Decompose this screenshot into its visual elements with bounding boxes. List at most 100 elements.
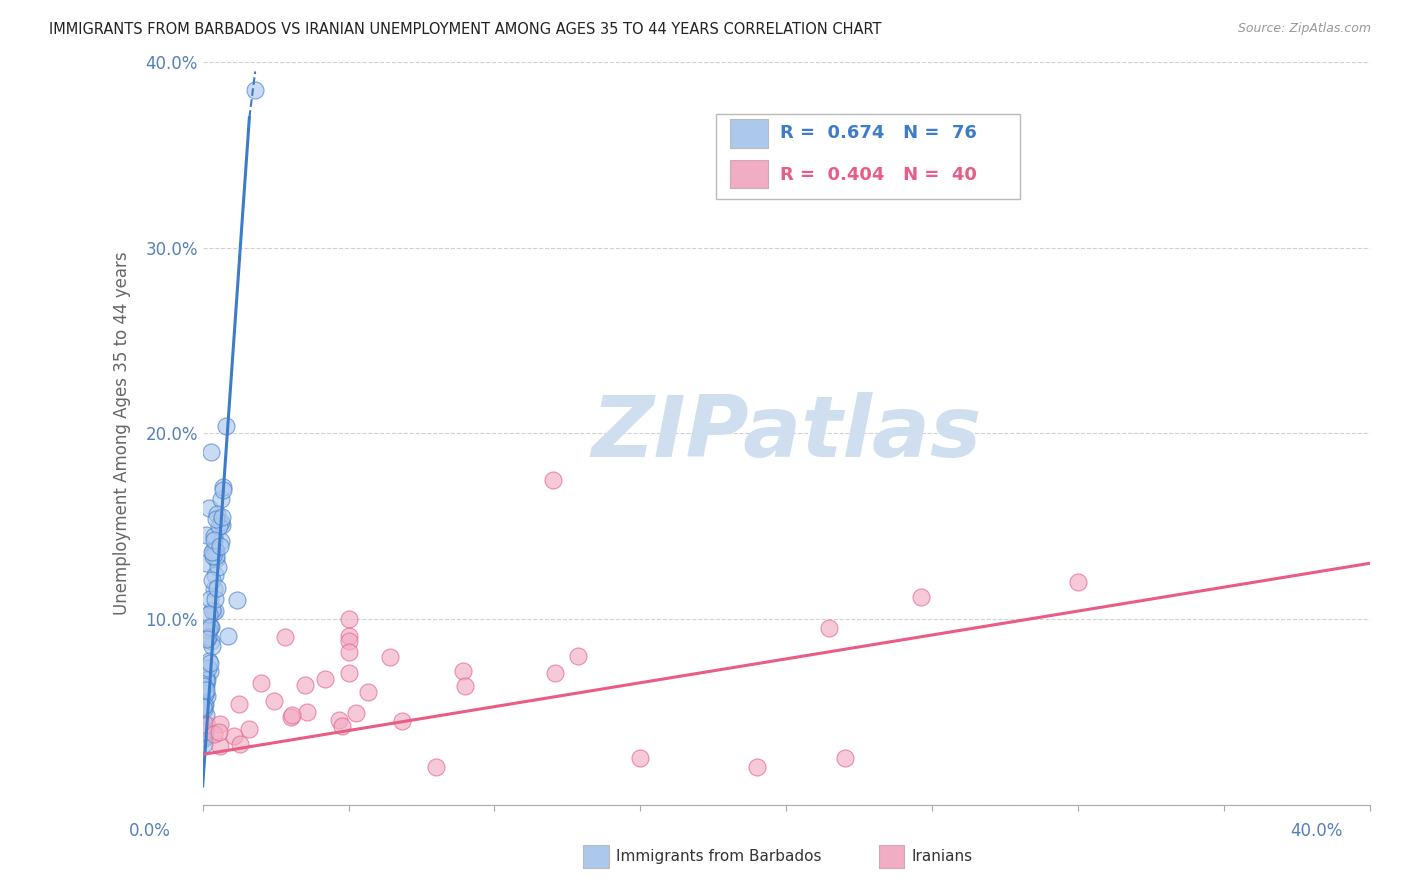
Point xyxy=(202,549,225,564)
Point xyxy=(193,731,215,745)
Point xyxy=(194,686,217,700)
Point xyxy=(211,510,233,524)
Point xyxy=(195,689,218,703)
Point xyxy=(378,650,401,665)
Point xyxy=(280,710,302,724)
Point xyxy=(328,713,350,727)
Point xyxy=(297,705,319,719)
Point xyxy=(209,533,232,548)
Point xyxy=(198,654,221,668)
Point xyxy=(194,697,217,711)
Text: 40.0%: 40.0% xyxy=(1291,822,1343,840)
Text: IMMIGRANTS FROM BARBADOS VS IRANIAN UNEMPLOYMENT AMONG AGES 35 TO 44 YEARS CORRE: IMMIGRANTS FROM BARBADOS VS IRANIAN UNEM… xyxy=(49,22,882,37)
Point xyxy=(314,672,336,686)
Point xyxy=(194,682,217,697)
Point xyxy=(225,593,247,607)
Point xyxy=(205,582,228,596)
Point xyxy=(250,676,273,690)
Point xyxy=(205,507,228,521)
Point xyxy=(454,679,477,693)
Point xyxy=(204,591,226,606)
Point xyxy=(204,549,226,563)
Point xyxy=(194,673,217,688)
Point xyxy=(209,516,232,530)
Text: 0.0%: 0.0% xyxy=(129,822,172,840)
Point xyxy=(201,544,224,558)
Point xyxy=(202,529,225,543)
Point xyxy=(211,518,233,533)
Point xyxy=(193,724,215,739)
Text: Source: ZipAtlas.com: Source: ZipAtlas.com xyxy=(1237,22,1371,36)
Point xyxy=(204,543,226,558)
Point xyxy=(209,492,232,507)
Point xyxy=(294,678,316,692)
Point xyxy=(337,644,360,658)
Point xyxy=(228,698,250,712)
Point xyxy=(193,721,215,735)
Point xyxy=(208,725,231,739)
Point xyxy=(337,666,360,681)
Point xyxy=(425,760,447,774)
Point xyxy=(198,665,221,679)
Point xyxy=(281,708,304,723)
Point xyxy=(198,592,221,607)
Point xyxy=(200,445,222,459)
Point xyxy=(197,500,219,515)
Point xyxy=(453,664,475,678)
Point xyxy=(193,731,215,746)
Point xyxy=(200,620,222,634)
Point xyxy=(344,706,367,720)
Point xyxy=(194,670,217,684)
Point xyxy=(194,687,217,701)
Point xyxy=(198,620,221,634)
Point xyxy=(193,663,215,677)
Point xyxy=(202,605,225,619)
Point xyxy=(198,623,221,637)
FancyBboxPatch shape xyxy=(716,114,1019,200)
Text: R =  0.674   N =  76: R = 0.674 N = 76 xyxy=(780,124,977,143)
Y-axis label: Unemployment Among Ages 35 to 44 years: Unemployment Among Ages 35 to 44 years xyxy=(114,252,131,615)
Point xyxy=(194,727,217,741)
Point xyxy=(834,751,856,765)
Point xyxy=(195,632,218,647)
Point xyxy=(208,739,231,753)
Point xyxy=(198,657,221,671)
Point xyxy=(201,639,224,653)
Point xyxy=(197,622,219,636)
Point xyxy=(245,83,267,97)
FancyBboxPatch shape xyxy=(730,161,768,188)
Point xyxy=(197,661,219,675)
Point xyxy=(337,634,360,648)
Point xyxy=(194,718,217,732)
Point xyxy=(193,679,215,693)
Point xyxy=(201,545,224,559)
Point xyxy=(228,737,250,751)
Point xyxy=(197,631,219,645)
Point xyxy=(193,723,215,738)
Point xyxy=(211,483,233,498)
Point xyxy=(1067,574,1090,589)
Point xyxy=(357,685,380,699)
Point xyxy=(202,727,225,741)
Point xyxy=(193,698,215,713)
Point xyxy=(208,540,231,554)
Point xyxy=(204,604,226,618)
Point xyxy=(208,518,231,533)
Point xyxy=(274,630,297,644)
Point xyxy=(195,678,218,692)
Point xyxy=(222,729,245,743)
Point xyxy=(202,582,225,596)
Point xyxy=(391,714,413,728)
Point xyxy=(194,528,217,542)
Point xyxy=(263,694,285,708)
Point xyxy=(217,630,239,644)
Point xyxy=(194,556,217,570)
Point xyxy=(195,708,218,723)
Point xyxy=(202,533,225,547)
Point xyxy=(541,473,564,487)
Point xyxy=(628,751,651,765)
Point xyxy=(193,681,215,695)
Text: Immigrants from Barbados: Immigrants from Barbados xyxy=(616,849,821,863)
Point xyxy=(205,552,228,566)
FancyBboxPatch shape xyxy=(730,120,768,147)
